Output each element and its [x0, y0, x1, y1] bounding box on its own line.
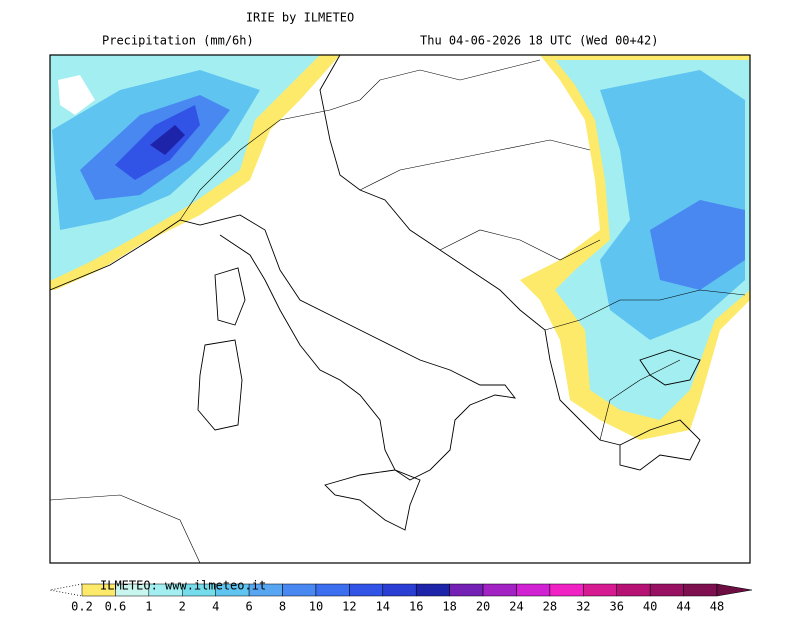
level-label: 18 — [442, 600, 456, 614]
level-label: 10 — [309, 600, 323, 614]
color-box — [549, 583, 584, 597]
level-label: 8 — [279, 600, 286, 614]
color-box — [583, 583, 617, 597]
color-box — [315, 583, 350, 597]
map — [49, 54, 751, 564]
level-label: 6 — [245, 600, 252, 614]
precip-area — [150, 125, 185, 155]
level-label: 20 — [476, 600, 490, 614]
level-label: 2 — [179, 600, 186, 614]
over-triangle — [716, 583, 753, 597]
color-box — [449, 583, 484, 597]
level-label: 1 — [145, 600, 152, 614]
color-box — [649, 583, 684, 597]
precip-gap — [58, 75, 95, 115]
precip-area — [650, 200, 745, 290]
credit: ILMETEO: www.ilmeteo.it — [100, 579, 266, 593]
colorbar: 0.2 0.6 1 2 4 6 8 10 12 14 16 18 20 24 28 32 36 40 44 48ILM… — [49, 579, 753, 614]
color-box — [382, 583, 417, 597]
level-label: 16 — [409, 600, 423, 614]
valid-time: Thu 04-06-2026 18 UTC (Wed 00+42) — [420, 34, 658, 48]
level-label: 28 — [543, 600, 557, 614]
level-label: 32 — [576, 600, 590, 614]
color-box — [349, 583, 384, 597]
level-label: 0.2 — [71, 600, 93, 614]
color-box — [415, 583, 450, 597]
level-label: 0.6 — [105, 600, 127, 614]
level-label: 36 — [610, 600, 624, 614]
map-frame — [49, 54, 751, 564]
level-label: 4 — [212, 600, 219, 614]
color-box — [482, 583, 517, 597]
level-label: 40 — [643, 600, 657, 614]
under-triangle — [49, 583, 83, 597]
level-label: 24 — [509, 600, 523, 614]
level-label: 12 — [342, 600, 356, 614]
level-label: 44 — [676, 600, 690, 614]
color-box — [683, 583, 718, 597]
field-label: Precipitation (mm/6h) — [102, 34, 254, 48]
title: IRIE by ILMETEO — [246, 11, 354, 25]
color-box — [616, 583, 651, 597]
color-box — [282, 583, 317, 597]
level-label: 14 — [376, 600, 390, 614]
color-box — [516, 583, 551, 597]
level-label: 48 — [710, 600, 724, 614]
